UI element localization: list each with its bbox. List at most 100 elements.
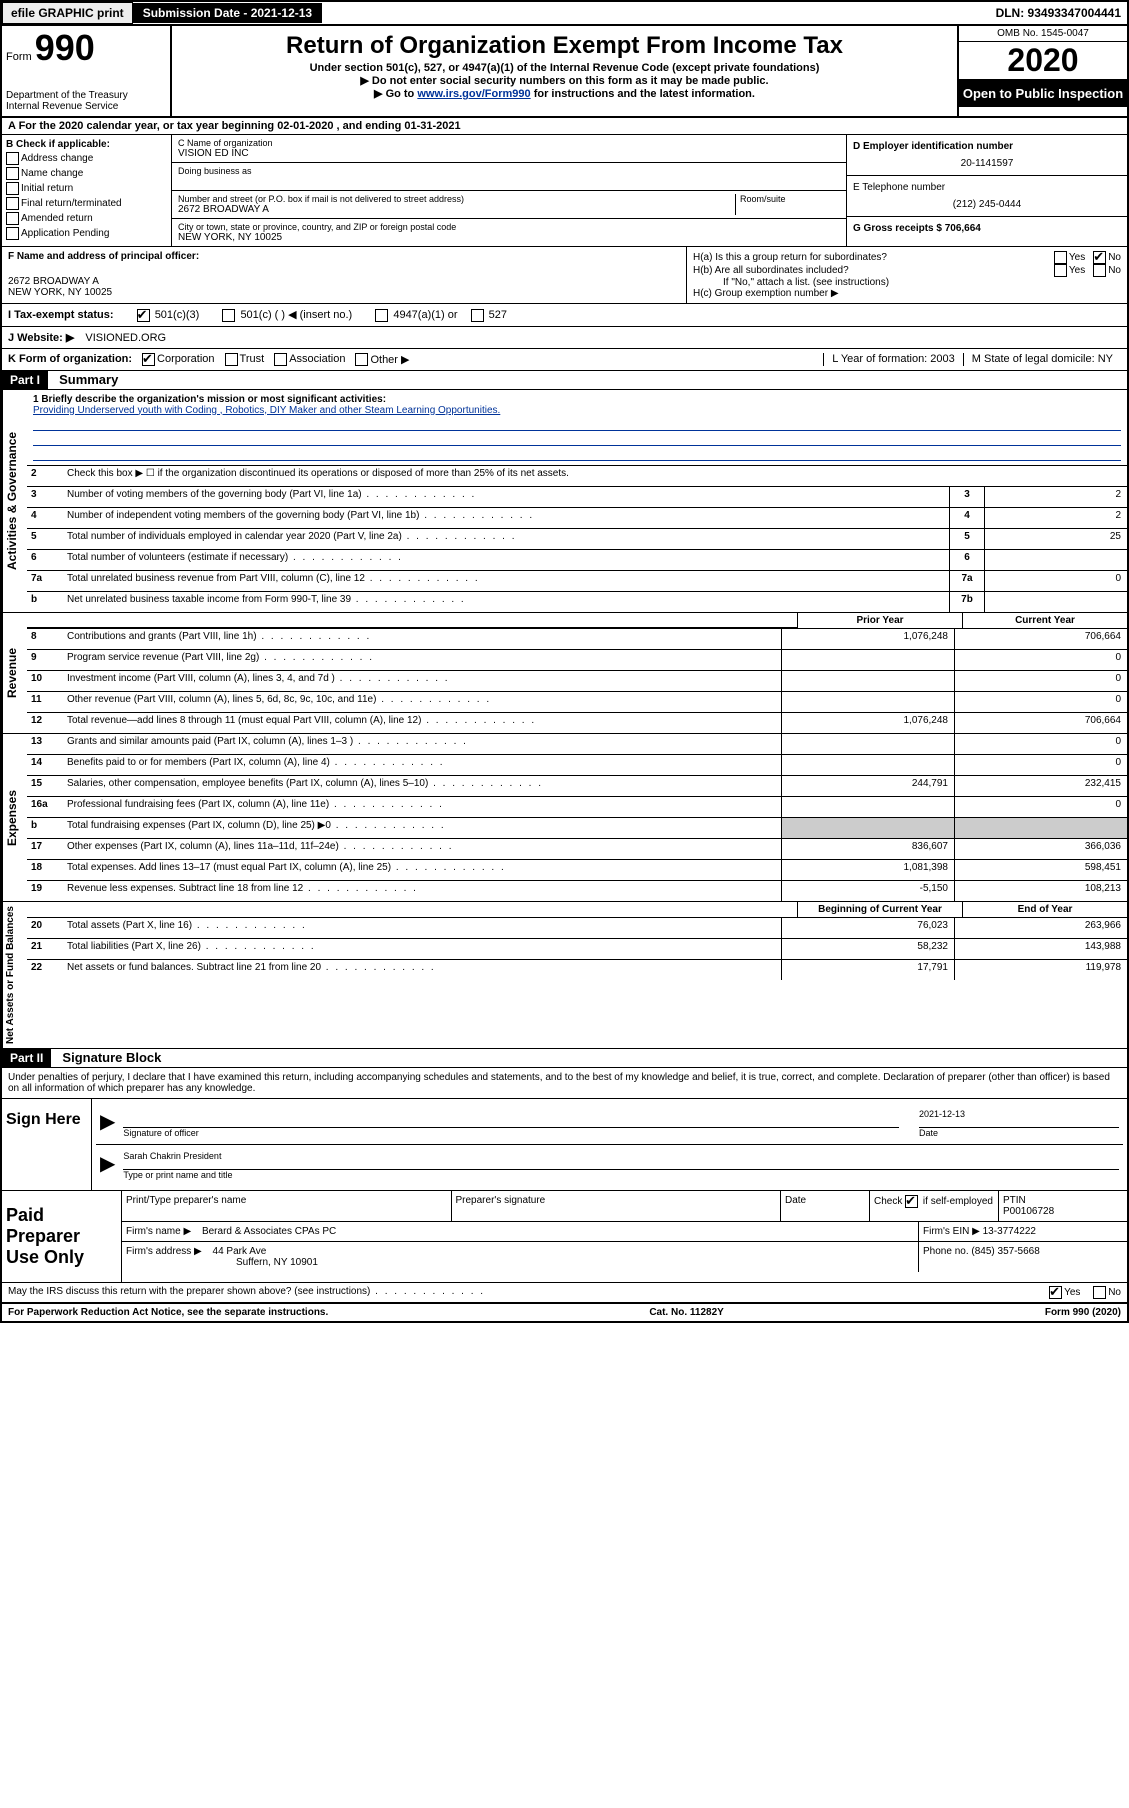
table-row: 12 Total revenue—add lines 8 through 11 … — [27, 713, 1127, 733]
city-label: City or town, state or province, country… — [178, 222, 840, 232]
table-row: 14 Benefits paid to or for members (Part… — [27, 755, 1127, 776]
table-row: 19 Revenue less expenses. Subtract line … — [27, 881, 1127, 901]
app-pending-checkbox[interactable] — [6, 227, 19, 240]
type-print-label: Type or print name and title — [123, 1170, 232, 1180]
hb-note: If "No," attach a list. (see instruction… — [693, 277, 1121, 288]
current-year-header: Current Year — [962, 613, 1127, 628]
org-name: VISION ED INC — [178, 148, 840, 159]
firm-addr1: 44 Park Ave — [213, 1246, 267, 1257]
paid-preparer-label: Paid Preparer Use Only — [2, 1191, 122, 1282]
table-row: 13 Grants and similar amounts paid (Part… — [27, 734, 1127, 755]
table-row: 21 Total liabilities (Part X, line 26) 5… — [27, 939, 1127, 960]
name-change-checkbox[interactable] — [6, 167, 19, 180]
open-inspection: Open to Public Inspection — [959, 80, 1127, 107]
discuss-no-checkbox[interactable] — [1093, 1286, 1106, 1299]
501c3-checkbox[interactable] — [137, 309, 150, 322]
revenue-side-label: Revenue — [2, 613, 27, 733]
ha-no-checkbox[interactable] — [1093, 251, 1106, 264]
ha-label: H(a) Is this a group return for subordin… — [693, 252, 1054, 263]
address-label: Number and street (or P.O. box if mail i… — [178, 194, 735, 204]
ein-label: D Employer identification number — [853, 141, 1121, 152]
tax-status-row: I Tax-exempt status: 501(c)(3) 501(c) ( … — [2, 304, 1127, 327]
beg-year-header: Beginning of Current Year — [797, 902, 962, 917]
hc-label: H(c) Group exemption number ▶ — [693, 288, 1121, 299]
527-checkbox[interactable] — [471, 309, 484, 322]
table-row: 22 Net assets or fund balances. Subtract… — [27, 960, 1127, 980]
end-year-header: End of Year — [962, 902, 1127, 917]
mission-text: Providing Underserved youth with Coding … — [33, 405, 1121, 416]
other-checkbox[interactable] — [355, 353, 368, 366]
phone-label: E Telephone number — [853, 182, 1121, 193]
table-row: 5 Total number of individuals employed i… — [27, 529, 1127, 550]
footer-left: For Paperwork Reduction Act Notice, see … — [8, 1307, 328, 1318]
final-return-checkbox[interactable] — [6, 197, 19, 210]
table-row: 20 Total assets (Part X, line 16) 76,023… — [27, 918, 1127, 939]
part1-title: Summary — [51, 370, 126, 389]
table-row: 8 Contributions and grants (Part VIII, l… — [27, 629, 1127, 650]
footer-cat: Cat. No. 11282Y — [649, 1307, 723, 1318]
arrow-icon-2: ▶ — [100, 1151, 115, 1180]
prep-date-header: Date — [781, 1191, 870, 1221]
note-2-post: for instructions and the latest informat… — [534, 88, 755, 100]
officer-addr2: NEW YORK, NY 10025 — [8, 287, 680, 298]
part1-header: Part I — [2, 371, 48, 389]
hb-label: H(b) Are all subordinates included? — [693, 265, 1054, 276]
dba-label: Doing business as — [178, 166, 840, 176]
amended-return-checkbox[interactable] — [6, 212, 19, 225]
ha-yes-checkbox[interactable] — [1054, 251, 1067, 264]
phone-value: (212) 245-0444 — [853, 193, 1121, 210]
firm-ein: 13-3774222 — [983, 1226, 1036, 1237]
year-formation: L Year of formation: 2003 — [823, 353, 963, 366]
form-number: 990 — [35, 27, 95, 68]
table-row: 7a Total unrelated business revenue from… — [27, 571, 1127, 592]
association-checkbox[interactable] — [274, 353, 287, 366]
trust-checkbox[interactable] — [225, 353, 238, 366]
website-row: J Website: ▶ VISIONED.ORG — [2, 327, 1127, 349]
declaration-text: Under penalties of perjury, I declare th… — [2, 1068, 1127, 1099]
self-employed-checkbox[interactable] — [905, 1195, 918, 1208]
hb-no-checkbox[interactable] — [1093, 264, 1106, 277]
discuss-yes-checkbox[interactable] — [1049, 1286, 1062, 1299]
officer-label: F Name and address of principal officer: — [8, 251, 680, 262]
row-a-period: A For the 2020 calendar year, or tax yea… — [2, 118, 1127, 135]
line-2-text: Check this box ▶ ☐ if the organization d… — [63, 466, 1127, 486]
firm-name: Berard & Associates CPAs PC — [202, 1226, 336, 1237]
initial-return-checkbox[interactable] — [6, 182, 19, 195]
dln: DLN: 93493347004441 — [990, 3, 1127, 23]
check-applicable-label: B Check if applicable: — [6, 139, 167, 150]
sign-here-label: Sign Here — [2, 1099, 92, 1190]
ptin-label: PTIN — [1003, 1195, 1123, 1206]
hb-yes-checkbox[interactable] — [1054, 264, 1067, 277]
sig-officer-label: Signature of officer — [123, 1128, 198, 1138]
city-state-zip: NEW YORK, NY 10025 — [178, 232, 840, 243]
note-1: ▶ Do not enter social security numbers o… — [180, 74, 949, 87]
table-row: 11 Other revenue (Part VIII, column (A),… — [27, 692, 1127, 713]
footer-right: Form 990 (2020) — [1045, 1307, 1121, 1318]
table-row: 3 Number of voting members of the govern… — [27, 487, 1127, 508]
corporation-checkbox[interactable] — [142, 353, 155, 366]
expenses-side-label: Expenses — [2, 734, 27, 901]
form-title: Return of Organization Exempt From Incom… — [180, 32, 949, 60]
gross-receipts: G Gross receipts $ 706,664 — [853, 223, 1121, 234]
prior-year-header: Prior Year — [797, 613, 962, 628]
efile-button[interactable]: efile GRAPHIC print — [2, 2, 133, 24]
officer-name: Sarah Chakrin President — [123, 1151, 1119, 1170]
address-change-checkbox[interactable] — [6, 152, 19, 165]
discuss-label: May the IRS discuss this return with the… — [8, 1286, 485, 1299]
501c-checkbox[interactable] — [222, 309, 235, 322]
form-label: Form — [6, 51, 32, 63]
arrow-icon: ▶ — [100, 1109, 115, 1138]
room-label: Room/suite — [740, 194, 840, 204]
4947-checkbox[interactable] — [375, 309, 388, 322]
paid-preparer-section: Paid Preparer Use Only Print/Type prepar… — [2, 1191, 1127, 1283]
table-row: 18 Total expenses. Add lines 13–17 (must… — [27, 860, 1127, 881]
dept-label: Department of the Treasury Internal Reve… — [6, 90, 166, 112]
form-of-org-row: K Form of organization: Corporation Trus… — [2, 349, 1127, 371]
part2-title: Signature Block — [54, 1048, 169, 1067]
ein-value: 20-1141597 — [853, 152, 1121, 169]
omb-number: OMB No. 1545-0047 — [959, 26, 1127, 42]
instructions-link[interactable]: www.irs.gov/Form990 — [417, 88, 530, 100]
ptin-value: P00106728 — [1003, 1206, 1123, 1217]
sig-date: 2021-12-13 — [919, 1109, 1119, 1128]
form-subtitle: Under section 501(c), 527, or 4947(a)(1)… — [180, 62, 949, 74]
